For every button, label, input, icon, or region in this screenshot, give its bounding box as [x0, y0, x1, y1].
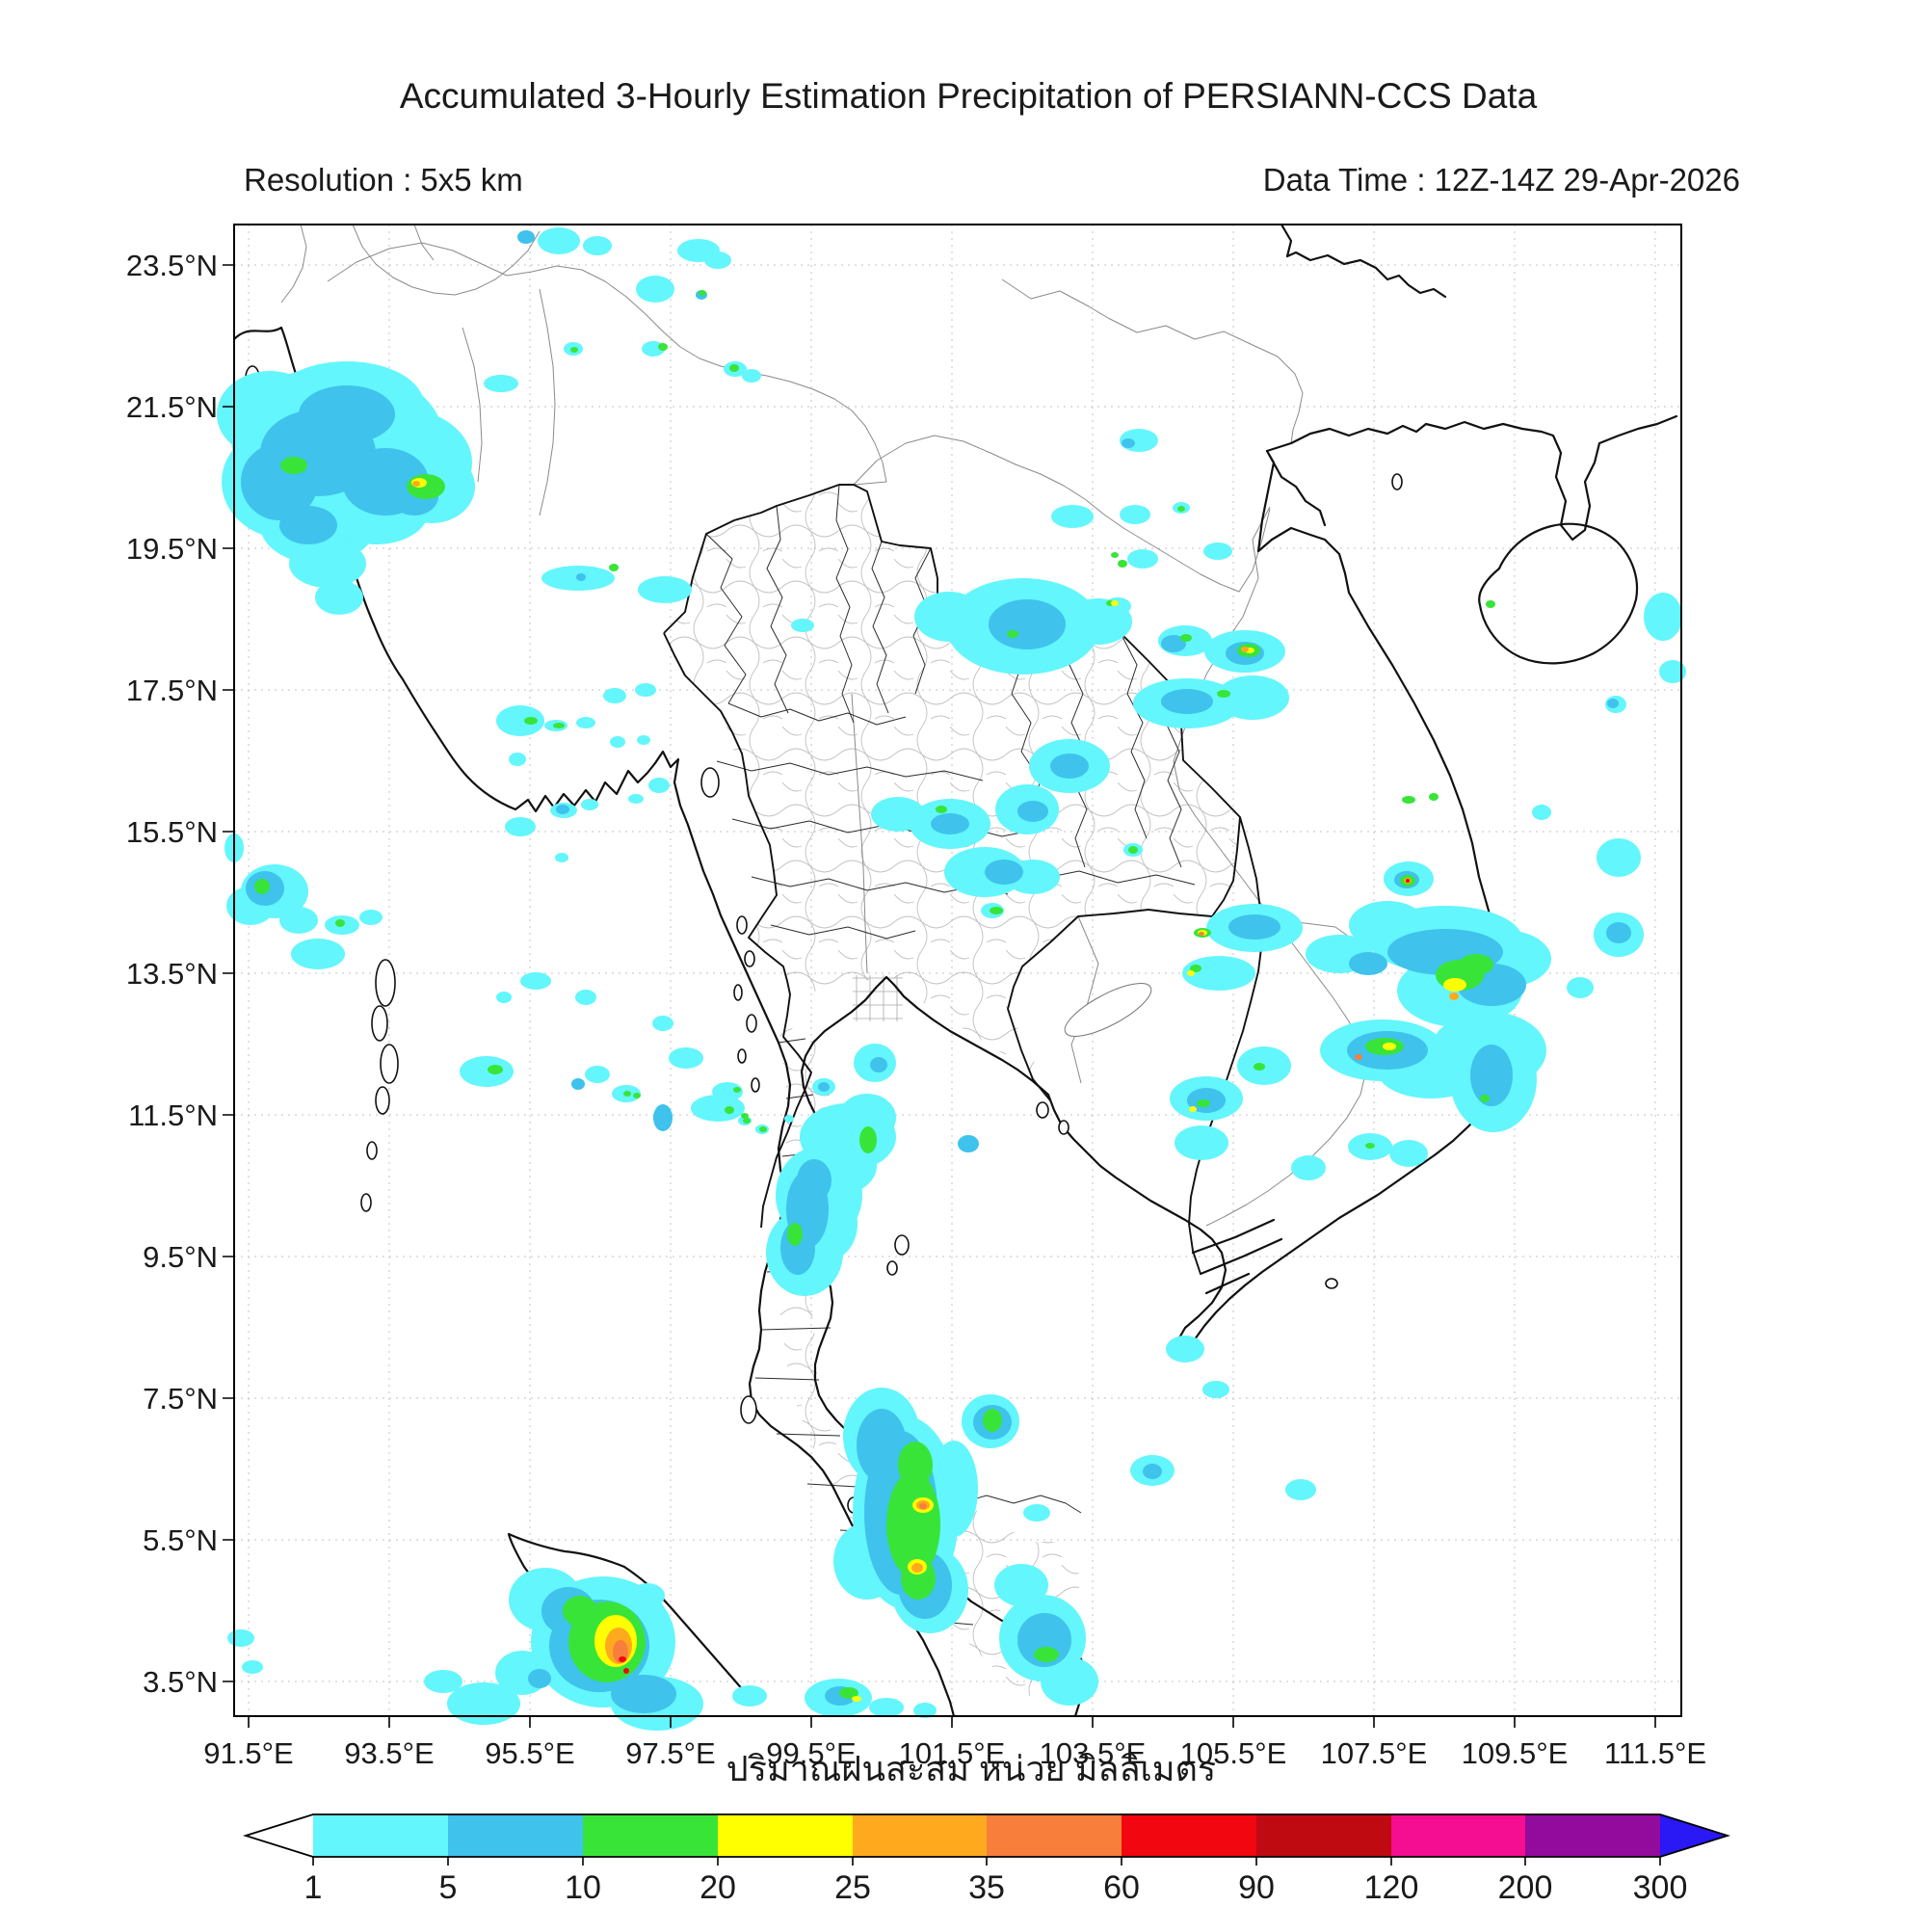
lat-tick: 19.5°N [126, 532, 218, 566]
lat-tick: 7.5°N [143, 1382, 218, 1416]
colorbar: 1 5 10 20 25 35 60 90 120 200 300 [242, 1813, 1731, 1906]
secondary-borders [280, 224, 1367, 1227]
lon-tick: 101.5°E [899, 1736, 1006, 1770]
plot-frame [233, 224, 1682, 1717]
lat-tick: 13.5°N [126, 957, 218, 991]
lon-tick: 97.5°E [625, 1736, 715, 1770]
colorbar-under-arrow [246, 1814, 313, 1857]
colorbar-segment [1525, 1814, 1660, 1857]
legend-value: 5 [439, 1869, 458, 1906]
legend-value: 10 [565, 1869, 601, 1906]
precip-level-7 [619, 879, 1410, 1674]
colorbar-segment [1256, 1814, 1391, 1857]
legend-value: 35 [968, 1869, 1005, 1906]
legend-value: 90 [1238, 1869, 1275, 1906]
lat-tick: 17.5°N [126, 674, 218, 707]
lat-tick: 15.5°N [126, 815, 218, 849]
lat-tick: 11.5°N [128, 1098, 218, 1132]
y-axis-labels: 23.5°N 21.5°N 19.5°N 17.5°N 15.5°N 13.5°… [126, 249, 218, 1699]
legend-value: 60 [1103, 1869, 1140, 1906]
colorbar-segment [853, 1814, 987, 1857]
data-time-label: Data Time : 12Z-14Z 29-Apr-2026 [1263, 162, 1740, 198]
lat-tick: 9.5°N [143, 1240, 218, 1274]
lon-tick: 103.5°E [1040, 1736, 1147, 1770]
axis-ticks [223, 264, 1656, 1728]
legend-value: 200 [1498, 1869, 1553, 1906]
colorbar-segment [448, 1814, 583, 1857]
colorbar-segment [1122, 1814, 1256, 1857]
lat-tick: 3.5°N [143, 1665, 218, 1699]
x-axis-labels: 91.5°E 93.5°E 95.5°E 97.5°E 99.5°E 101.5… [203, 1736, 1706, 1770]
colorbar-segment [1391, 1814, 1525, 1857]
colorbar-segment [313, 1814, 448, 1857]
legend-value: 120 [1364, 1869, 1419, 1906]
colorbar-segment [583, 1814, 718, 1857]
colorbar-caption: ปริมาณฝนสะสม หน่วย มิลลิเมตร [726, 1749, 1217, 1788]
legend-value: 25 [834, 1869, 871, 1906]
legend-value: 1 [304, 1869, 323, 1906]
colorbar-labels: 1 5 10 20 25 35 60 90 120 200 300 [304, 1869, 1688, 1906]
lon-tick: 107.5°E [1321, 1736, 1428, 1770]
lon-tick: 105.5°E [1180, 1736, 1287, 1770]
lon-tick: 109.5°E [1462, 1736, 1569, 1770]
legend-value: 20 [700, 1869, 736, 1906]
colorbar-segment [987, 1814, 1122, 1857]
colorbar-segment [718, 1814, 853, 1857]
colorbar-over-arrow [1660, 1814, 1728, 1857]
lat-tick: 5.5°N [143, 1523, 218, 1557]
lon-tick: 93.5°E [344, 1736, 434, 1770]
lon-tick: 111.5°E [1604, 1736, 1706, 1770]
page-title: Accumulated 3-Hourly Estimation Precipit… [400, 76, 1538, 116]
lon-tick: 91.5°E [203, 1736, 293, 1770]
resolution-label: Resolution : 5x5 km [244, 162, 523, 198]
lat-tick: 23.5°N [126, 249, 218, 282]
legend-value: 300 [1633, 1869, 1688, 1906]
lon-tick: 95.5°E [485, 1736, 574, 1770]
lat-tick: 21.5°N [126, 390, 218, 424]
lon-tick: 99.5°E [766, 1736, 856, 1770]
